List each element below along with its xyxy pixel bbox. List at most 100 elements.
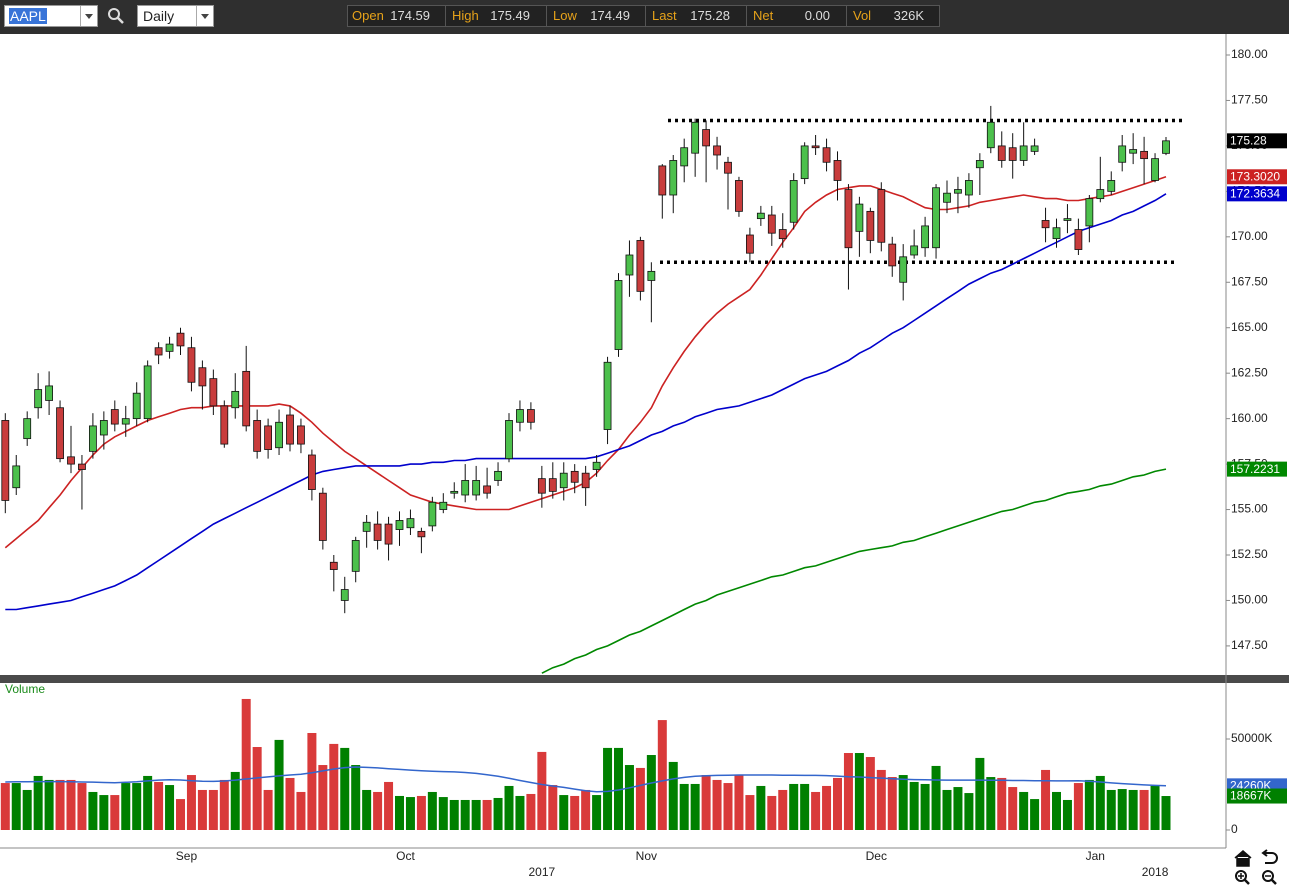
symbol-input[interactable]: AAPL (4, 5, 98, 27)
moving-average (541, 468, 1167, 674)
volume-bar (416, 795, 426, 831)
volume-bar (154, 781, 164, 831)
volume-bar (811, 791, 821, 831)
candle-body (603, 361, 612, 430)
volume-bar (843, 753, 853, 831)
volume-average (5, 766, 1167, 793)
volume-bar (285, 777, 295, 831)
volume-bar (44, 779, 54, 831)
candle-body (198, 367, 207, 387)
volume-panel (0, 698, 1171, 831)
candle-body (505, 420, 513, 460)
volume-bar (690, 783, 700, 831)
volume-bar (471, 799, 481, 831)
candle-body (329, 561, 338, 570)
dropdown[interactable] (80, 6, 97, 26)
y-tick-label: 152.50 (1231, 547, 1268, 561)
volume-bar (121, 783, 131, 831)
volume-bar (1073, 783, 1083, 831)
candle-body (297, 425, 305, 445)
value-box-label: 175.28 (1230, 133, 1267, 147)
search-icon[interactable] (107, 7, 125, 25)
volume-bar (132, 783, 142, 831)
separator (445, 6, 446, 26)
candle-body (1008, 147, 1017, 161)
candle-body (943, 192, 951, 203)
volume-bar (1041, 769, 1051, 831)
y-tick-label: 180.00 (1231, 47, 1268, 61)
volume-bar (373, 791, 383, 831)
volume-bar (931, 765, 941, 831)
candle-body (614, 280, 623, 350)
candle-body (669, 160, 678, 196)
candle-body (746, 234, 754, 254)
interval-select[interactable]: Daily (137, 5, 214, 27)
candle-body (472, 480, 481, 496)
candle-body (986, 121, 995, 149)
value-box (1227, 133, 1287, 149)
y-tick-label: 162.50 (1231, 365, 1268, 379)
volume-bar (88, 791, 98, 831)
volume-bar (854, 753, 864, 831)
value-box (1227, 169, 1287, 185)
volume-bar (1128, 789, 1138, 831)
candle-body (187, 347, 196, 383)
value-box-label: 172.3634 (1230, 187, 1280, 201)
volume-bar (405, 797, 415, 831)
x-tick-label: Dec (866, 849, 887, 863)
zoom-in-button[interactable] (1235, 870, 1250, 885)
candle-body (592, 461, 601, 470)
volume-bar (1139, 789, 1149, 831)
undo-button[interactable] (1261, 849, 1278, 864)
candle-body (822, 147, 831, 163)
value-box-label: 173.3020 (1230, 169, 1280, 183)
candle-body (713, 145, 721, 156)
toolbar: AAPL Daily Open 174.59 High 175.49 Low 174.49… (0, 0, 1289, 34)
volume-bar (449, 799, 459, 831)
candle-body (417, 530, 426, 538)
volume-bar (723, 783, 733, 831)
candle-body (548, 478, 557, 492)
candle-body (965, 180, 973, 196)
quote-value: 0.00 (804, 8, 830, 23)
volume-bar (778, 789, 788, 831)
dropdown[interactable] (196, 6, 213, 26)
quote-value: 174.59 (390, 8, 430, 23)
volume-bar (909, 781, 919, 831)
value-box (1227, 461, 1287, 477)
volume-bar (833, 777, 842, 831)
value-box-label: 18667K (1230, 789, 1271, 803)
home-button[interactable] (1234, 850, 1252, 867)
candle-body (56, 407, 64, 460)
candle-body (483, 485, 492, 494)
volume-bar (504, 785, 514, 831)
candle-body (1052, 227, 1061, 240)
volume-bar (362, 789, 372, 831)
volume-bar (734, 775, 744, 831)
candle-body (176, 332, 185, 347)
quote-label: Net (753, 8, 774, 23)
candle-body (1019, 145, 1028, 161)
y-tick-label: 177.50 (1231, 93, 1268, 107)
zoom-out-button[interactable] (1262, 870, 1277, 885)
volume-bar (252, 747, 262, 831)
volume-bar (1095, 775, 1105, 831)
volume-bar (460, 799, 470, 831)
candle-body (78, 463, 86, 470)
candle-body (450, 490, 459, 494)
volume-bar (1161, 796, 1171, 831)
volume-bar (230, 771, 240, 831)
candle-body (800, 145, 809, 180)
symbol: AAPL (9, 8, 47, 24)
x-tick-label: Oct (396, 849, 415, 863)
candle-body (307, 454, 316, 490)
candle-body (559, 472, 568, 489)
candle-body (1129, 149, 1138, 154)
volume-bar (986, 777, 996, 831)
quote-panel: Open 174.59 High 175.49 Low 174.49 Last 175.28 N… (347, 5, 940, 27)
quote-label: Open (352, 8, 384, 23)
candle-body (45, 385, 53, 401)
y-tick-label: 147.50 (1231, 638, 1268, 652)
separator (546, 6, 547, 26)
y-tick-label: 155.00 (1231, 502, 1268, 516)
